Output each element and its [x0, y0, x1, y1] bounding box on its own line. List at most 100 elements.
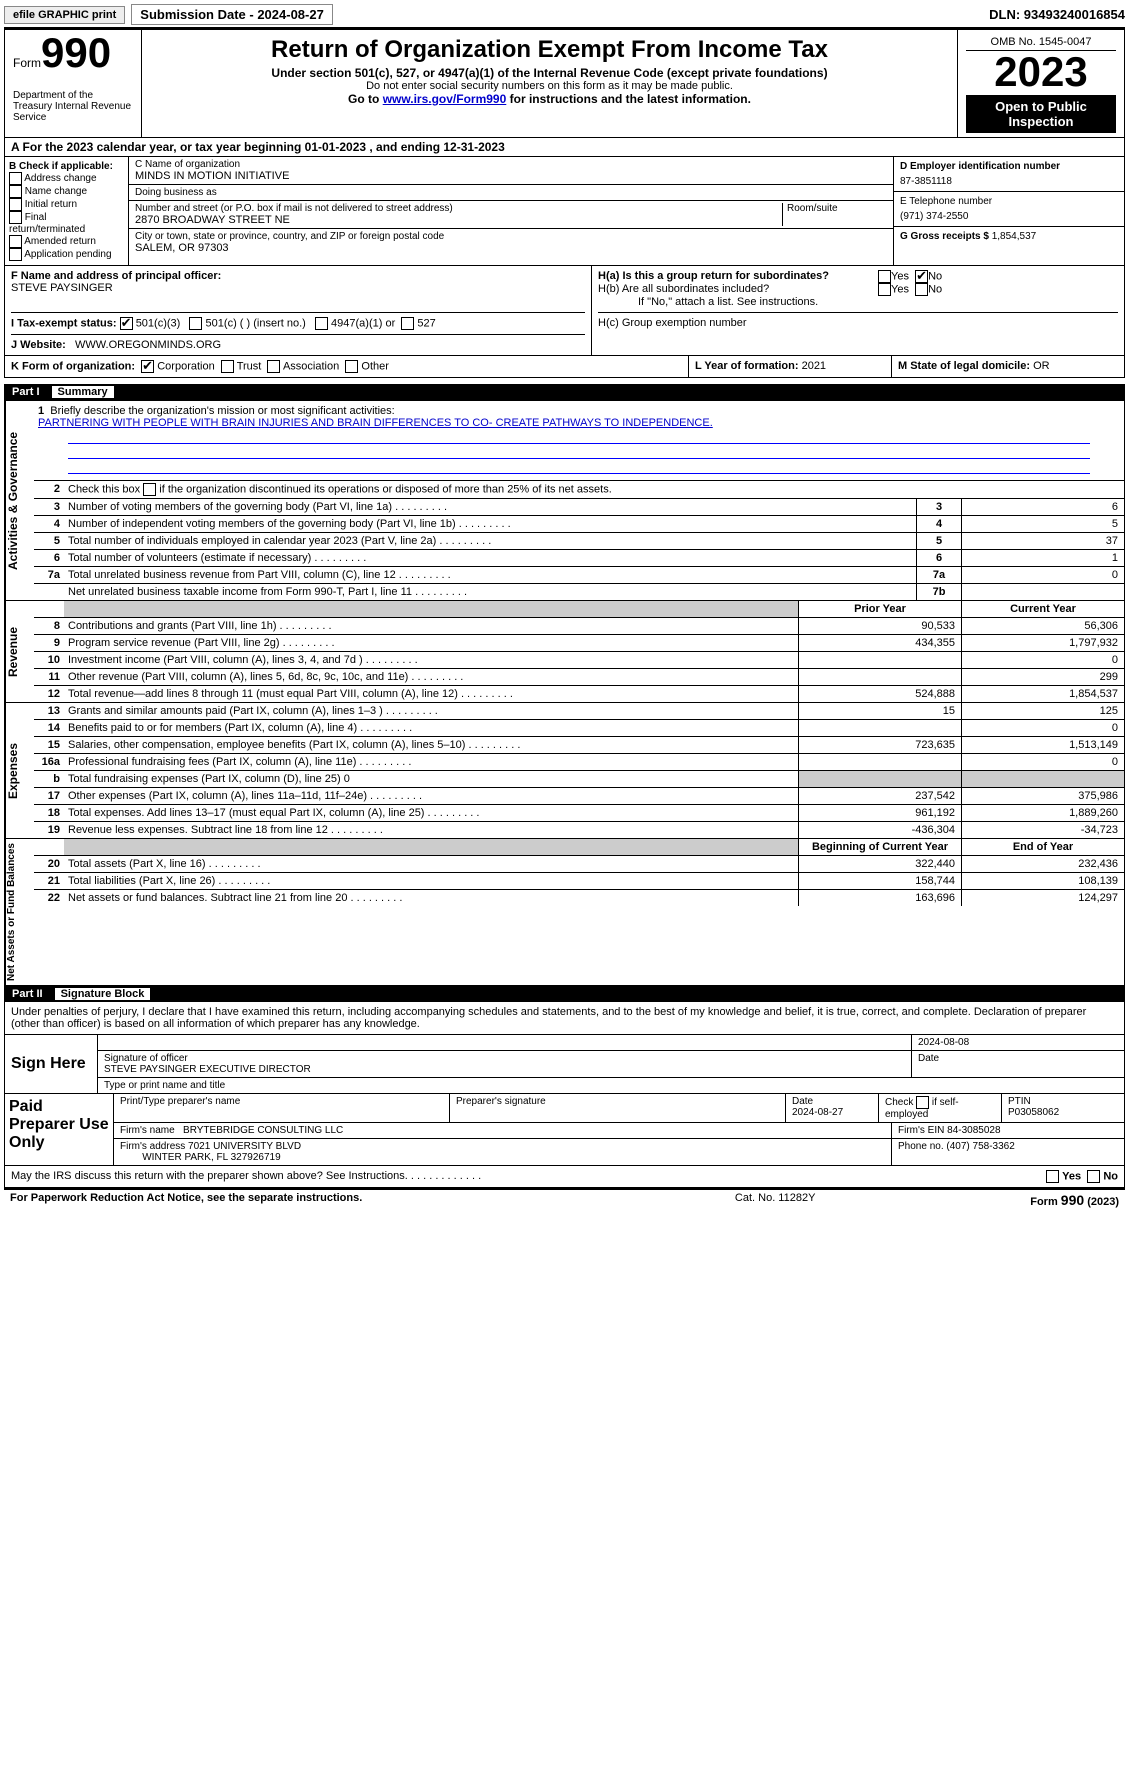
efile-print-button[interactable]: efile GRAPHIC print: [4, 6, 125, 24]
firm-ein-lbl: Firm's EIN: [898, 1125, 944, 1136]
form-title: Return of Organization Exempt From Incom…: [150, 36, 949, 64]
summary-row: 15Salaries, other compensation, employee…: [34, 737, 1124, 754]
officer-label: F Name and address of principal officer:: [11, 270, 221, 282]
cb-501c[interactable]: [189, 317, 202, 330]
room-label: Room/suite: [787, 203, 887, 214]
form-subtitle-2: Do not enter social security numbers on …: [150, 80, 949, 92]
website-value: WWW.OREGONMINDS.ORG: [75, 339, 221, 351]
summary-row: 4Number of independent voting members of…: [34, 516, 1124, 533]
page-footer: For Paperwork Reduction Act Notice, see …: [4, 1188, 1125, 1210]
cb-4947[interactable]: [315, 317, 328, 330]
form-number: 990: [41, 29, 111, 76]
cb-line2[interactable]: [143, 483, 156, 496]
firm-addr2: WINTER PARK, FL 327926719: [142, 1152, 280, 1163]
cb-amended[interactable]: Amended return: [9, 235, 124, 248]
summary-row: 3Number of voting members of the governi…: [34, 499, 1124, 516]
part-2-header: Part II Signature Block: [4, 986, 1125, 1002]
summary-row: 14Benefits paid to or for members (Part …: [34, 720, 1124, 737]
addr-value: 2870 BROADWAY STREET NE: [135, 214, 782, 226]
cb-discuss-yes[interactable]: [1046, 1170, 1059, 1183]
summary-row: 20Total assets (Part X, line 16) . . . .…: [34, 856, 1124, 873]
discuss-row: May the IRS discuss this return with the…: [4, 1166, 1125, 1188]
cb-final-return[interactable]: Final return/terminated: [9, 211, 124, 235]
hdr-prior: Prior Year: [798, 601, 961, 617]
top-toolbar: efile GRAPHIC print Submission Date - 20…: [4, 4, 1125, 29]
ein-label: D Employer identification number: [900, 161, 1118, 172]
tax-status-label: I Tax-exempt status:: [11, 317, 117, 329]
summary-row: 21Total liabilities (Part X, line 26) . …: [34, 873, 1124, 890]
cb-527[interactable]: [401, 317, 414, 330]
row-j: J Website: WWW.OREGONMINDS.ORG: [11, 334, 585, 351]
submission-date: Submission Date - 2024-08-27: [131, 4, 333, 25]
city-value: SALEM, OR 97303: [135, 242, 887, 254]
summary-row: 7aTotal unrelated business revenue from …: [34, 567, 1124, 584]
summary-row: 8Contributions and grants (Part VIII, li…: [34, 618, 1124, 635]
public-inspection: Open to Public Inspection: [966, 95, 1116, 133]
hb-note: If "No," attach a list. See instructions…: [598, 296, 1118, 308]
hdr-end: End of Year: [961, 839, 1124, 855]
footer-left: For Paperwork Reduction Act Notice, see …: [10, 1192, 520, 1208]
type-print-label: Type or print name and title: [98, 1078, 1124, 1093]
summary-row: 19Revenue less expenses. Subtract line 1…: [34, 822, 1124, 838]
summary-row: bTotal fundraising expenses (Part IX, co…: [34, 771, 1124, 788]
summary-row: 6Total number of volunteers (estimate if…: [34, 550, 1124, 567]
perjury-decl: Under penalties of perjury, I declare th…: [5, 1002, 1124, 1034]
year-form-value: 2021: [802, 360, 826, 372]
tab-netassets: Net Assets or Fund Balances: [5, 839, 34, 985]
cb-app-pending[interactable]: Application pending: [9, 248, 124, 261]
gross-value: 1,854,537: [992, 231, 1037, 242]
footer-center: Cat. No. 11282Y: [520, 1192, 1030, 1208]
irs-link[interactable]: www.irs.gov/Form990: [383, 92, 507, 106]
firm-name: BRYTEBRIDGE CONSULTING LLC: [183, 1125, 343, 1136]
cb-discuss-no[interactable]: [1087, 1170, 1100, 1183]
box-b: B Check if applicable: Address change Na…: [5, 157, 129, 265]
cb-assoc[interactable]: [267, 360, 280, 373]
box-d-to-g: D Employer identification number 87-3851…: [893, 157, 1124, 265]
summary-row: 17Other expenses (Part IX, column (A), l…: [34, 788, 1124, 805]
summary-expenses: Expenses 13Grants and similar amounts pa…: [4, 703, 1125, 839]
line2-text: Check this box if the organization disco…: [64, 481, 1124, 498]
cb-initial-return[interactable]: Initial return: [9, 198, 124, 211]
form-header: Form990 Department of the Treasury Inter…: [4, 29, 1125, 138]
cb-ha-no[interactable]: [915, 270, 928, 283]
prep-name-hdr: Print/Type preparer's name: [114, 1094, 450, 1122]
cb-selfemp[interactable]: [916, 1096, 929, 1109]
cb-ha-yes[interactable]: [878, 270, 891, 283]
firm-name-lbl: Firm's name: [120, 1125, 175, 1136]
cb-hb-no[interactable]: [915, 283, 928, 296]
ptin-value: P03058062: [1008, 1107, 1059, 1118]
form-org-label: K Form of organization:: [11, 360, 135, 372]
tab-expenses: Expenses: [5, 703, 34, 838]
tab-activities: Activities & Governance: [5, 401, 34, 600]
cb-address-change[interactable]: Address change: [9, 172, 124, 185]
tel-label: E Telephone number: [900, 196, 1118, 207]
sig-off-label: Signature of officer: [104, 1053, 188, 1064]
city-label-2: City or town, state or province, country…: [135, 231, 887, 242]
cb-hb-yes[interactable]: [878, 283, 891, 296]
signature-block: Under penalties of perjury, I declare th…: [4, 1002, 1125, 1094]
form-word: Form: [13, 56, 41, 70]
cb-trust[interactable]: [221, 360, 234, 373]
prep-date-hdr: Date: [792, 1096, 813, 1107]
paid-preparer: Paid Preparer Use Only Print/Type prepar…: [4, 1094, 1125, 1166]
tab-revenue: Revenue: [5, 601, 34, 702]
summary-row: 22Net assets or fund balances. Subtract …: [34, 890, 1124, 906]
row-i: I Tax-exempt status: 501(c)(3) 501(c) ( …: [11, 312, 585, 330]
footer-right: Form 990 (2023): [1030, 1192, 1119, 1208]
summary-row: 13Grants and similar amounts paid (Part …: [34, 703, 1124, 720]
form-subtitle-3: Go to www.irs.gov/Form990 for instructio…: [150, 92, 949, 106]
cb-corp[interactable]: [141, 360, 154, 373]
cb-other[interactable]: [345, 360, 358, 373]
org-name-label: C Name of organization: [135, 159, 887, 170]
cb-name-change[interactable]: Name change: [9, 185, 124, 198]
mission-text: PARTNERING WITH PEOPLE WITH BRAIN INJURI…: [38, 417, 713, 429]
ein-value: 87-3851118: [900, 176, 1118, 187]
box-c: C Name of organization MINDS IN MOTION I…: [129, 157, 893, 265]
sig-date-label: Date: [918, 1053, 939, 1064]
cb-501c3[interactable]: [120, 317, 133, 330]
sig-officer: STEVE PAYSINGER EXECUTIVE DIRECTOR: [104, 1064, 311, 1075]
line-a: A For the 2023 calendar year, or tax yea…: [4, 138, 1125, 157]
summary-netassets: Net Assets or Fund Balances Beginning of…: [4, 839, 1125, 986]
section-b-through-g: B Check if applicable: Address change Na…: [4, 157, 1125, 266]
firm-ein: 84-3085028: [947, 1125, 1000, 1136]
